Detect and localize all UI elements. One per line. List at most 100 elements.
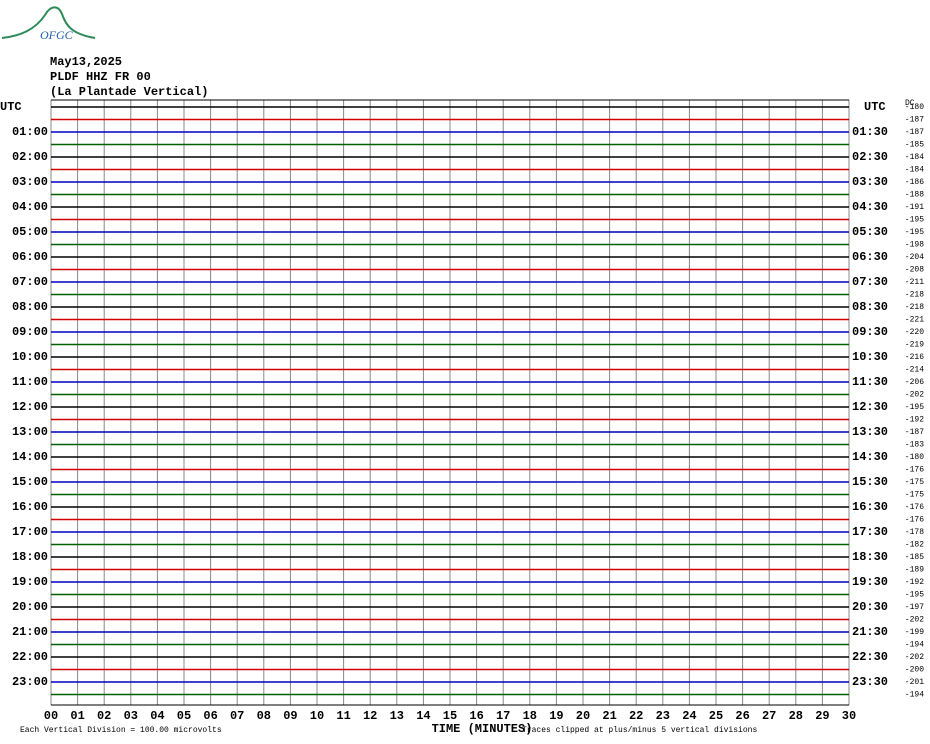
right-time-label: 04:30 — [852, 200, 888, 214]
dc-value: -202 — [905, 391, 924, 400]
right-time-label: 11:30 — [852, 375, 888, 389]
right-time-label: 07:30 — [852, 275, 888, 289]
x-tick-label: 05 — [177, 709, 191, 723]
left-time-label: 15:00 — [12, 475, 48, 489]
date: May13,2025 — [50, 55, 122, 69]
dc-value: -185 — [905, 553, 924, 562]
x-tick-label: 04 — [150, 709, 164, 723]
x-tick-label: 20 — [576, 709, 590, 723]
dc-value: -195 — [905, 591, 924, 600]
x-tick-label: 07 — [230, 709, 244, 723]
dc-value: -214 — [905, 366, 924, 375]
right-time-label: 21:30 — [852, 625, 888, 639]
x-tick-label: 01 — [70, 709, 84, 723]
left-time-label: 13:00 — [12, 425, 48, 439]
dc-value: -180 — [905, 103, 924, 112]
x-tick-label: 09 — [283, 709, 297, 723]
x-tick-label: 27 — [762, 709, 776, 723]
dc-value: -195 — [905, 216, 924, 225]
dc-value: -216 — [905, 353, 924, 362]
right-time-label: 09:30 — [852, 325, 888, 339]
dc-value: -195 — [905, 403, 924, 412]
x-tick-label: 02 — [97, 709, 111, 723]
logo-curve — [1, 6, 96, 39]
dc-value: -182 — [905, 541, 924, 550]
dc-value: -187 — [905, 128, 924, 137]
right-time-label: 12:30 — [852, 400, 888, 414]
left-time-label: 21:00 — [12, 625, 48, 639]
x-tick-label: 13 — [390, 709, 404, 723]
x-tick-label: 12 — [363, 709, 377, 723]
right-time-label: 18:30 — [852, 550, 888, 564]
x-tick-label: 22 — [629, 709, 643, 723]
dc-value: -185 — [905, 141, 924, 150]
left-time-label: 09:00 — [12, 325, 48, 339]
dc-value: -192 — [905, 578, 924, 587]
station: PLDF HHZ FR 00 — [50, 70, 151, 84]
dc-value: -175 — [905, 478, 924, 487]
dc-value: -175 — [905, 491, 924, 500]
x-tick-label: 23 — [656, 709, 670, 723]
x-tick-label: 00 — [44, 709, 58, 723]
x-tick-label: 29 — [815, 709, 829, 723]
left-time-label: 11:00 — [12, 375, 48, 389]
left-time-label: 03:00 — [12, 175, 48, 189]
x-tick-label: 19 — [549, 709, 563, 723]
left-time-label: UTC — [0, 100, 22, 114]
dc-value: -197 — [905, 603, 924, 612]
dc-value: -187 — [905, 428, 924, 437]
dc-value: -202 — [905, 653, 924, 662]
left-time-label: 12:00 — [12, 400, 48, 414]
dc-value: -218 — [905, 303, 924, 312]
left-time-label: 14:00 — [12, 450, 48, 464]
x-tick-label: 11 — [336, 709, 350, 723]
dc-value: -184 — [905, 153, 924, 162]
left-time-label: 23:00 — [12, 675, 48, 689]
left-time-label: 05:00 — [12, 225, 48, 239]
x-tick-label: 14 — [416, 709, 430, 723]
dc-value: -221 — [905, 316, 924, 325]
x-tick-label: 21 — [602, 709, 616, 723]
right-time-label: 16:30 — [852, 500, 888, 514]
dc-value: -192 — [905, 416, 924, 425]
x-tick-label: 17 — [496, 709, 510, 723]
x-tick-label: 15 — [443, 709, 457, 723]
dc-value: -187 — [905, 116, 924, 125]
dc-value: -176 — [905, 503, 924, 512]
x-label: TIME (MINUTES) — [432, 722, 533, 736]
dc-value: -195 — [905, 228, 924, 237]
dc-value: -176 — [905, 466, 924, 475]
dc-value: -220 — [905, 328, 924, 337]
x-tick-label: 30 — [842, 709, 856, 723]
dc-value: -202 — [905, 616, 924, 625]
right-time-label: 17:30 — [852, 525, 888, 539]
right-time-label: 01:30 — [852, 125, 888, 139]
dc-value: -180 — [905, 453, 924, 462]
right-time-label: 06:30 — [852, 250, 888, 264]
dc-value: -189 — [905, 566, 924, 575]
x-tick-label: 06 — [203, 709, 217, 723]
x-tick-label: 10 — [310, 709, 324, 723]
dc-value: -194 — [905, 691, 924, 700]
dc-value: -218 — [905, 291, 924, 300]
scale-note: Each Vertical Division = 100.00 microvol… — [20, 726, 222, 735]
x-tick-label: 26 — [735, 709, 749, 723]
right-time-label: 14:30 — [852, 450, 888, 464]
x-tick-label: 16 — [469, 709, 483, 723]
x-tick-label: 28 — [789, 709, 803, 723]
left-time-label: 16:00 — [12, 500, 48, 514]
dc-value: -211 — [905, 278, 924, 287]
left-time-label: 06:00 — [12, 250, 48, 264]
x-tick-label: 08 — [257, 709, 271, 723]
dc-value: -201 — [905, 678, 924, 687]
dc-value: -204 — [905, 253, 924, 262]
clip-note: Traces clipped at plus/minus 5 vertical … — [522, 726, 757, 735]
dc-title: DC — [905, 99, 915, 108]
right-time-label: 05:30 — [852, 225, 888, 239]
left-time-label: 22:00 — [12, 650, 48, 664]
dc-value: -198 — [905, 241, 924, 250]
left-time-label: 08:00 — [12, 300, 48, 314]
right-time-label: 10:30 — [852, 350, 888, 364]
dc-value: -219 — [905, 341, 924, 350]
